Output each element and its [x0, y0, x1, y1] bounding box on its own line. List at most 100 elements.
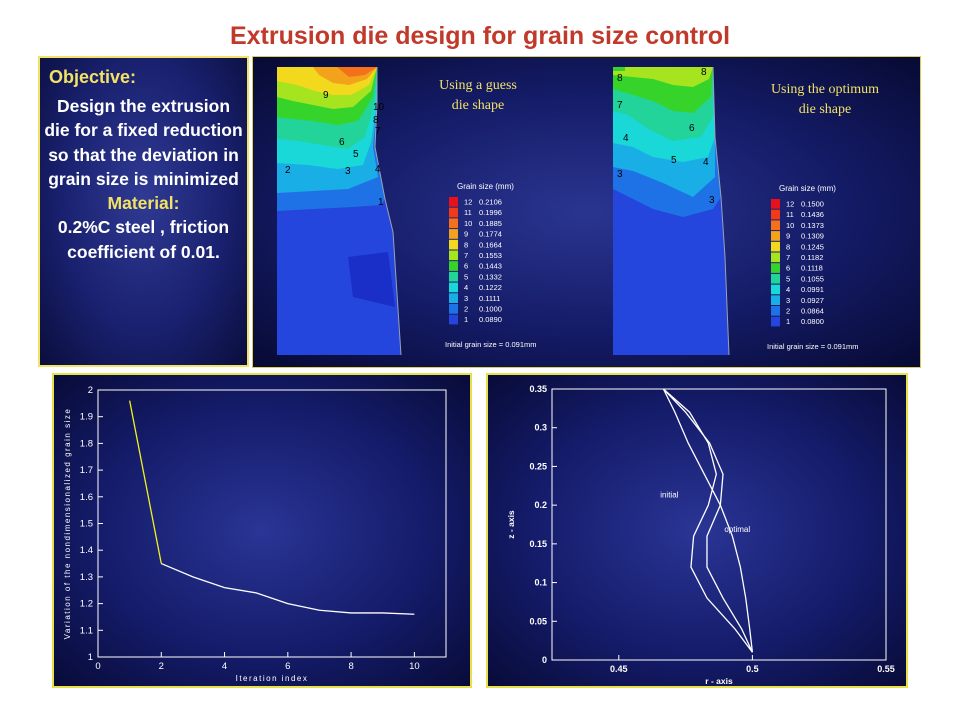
- y-tick-label: 0.1: [534, 578, 547, 588]
- legend-value: 0.1774: [479, 230, 502, 239]
- legend-level: 9: [786, 232, 790, 241]
- y-tick-label: 1.5: [80, 519, 93, 530]
- page-title: Extrusion die design for grain size cont…: [229, 22, 731, 50]
- legend-level: 8: [464, 240, 468, 249]
- material-heading: Material:: [107, 193, 180, 214]
- legend-level: 12: [786, 200, 794, 209]
- guess-label: 2: [285, 165, 291, 176]
- legend-value: 0.1245: [801, 242, 824, 251]
- legend-value: 0.1553: [479, 251, 502, 260]
- legend-level: 7: [786, 253, 790, 262]
- guess-caption-2: die shape: [452, 98, 504, 113]
- legend-level: 10: [464, 219, 472, 228]
- legend-swatch: [449, 293, 458, 303]
- grain-variation-chart-panel: 0 2 4 6 8 10 1 1.1 1.2 1.3 1.4 1.5 1.6 1.7 1.8 1.9 2 Iter…: [52, 373, 472, 688]
- legend-value: 0.0991: [801, 285, 824, 294]
- series-line: [662, 388, 753, 653]
- optimum-region-7: [613, 67, 713, 87]
- guess-label: 3: [345, 166, 351, 177]
- die-profile-chart-panel: 0.45 0.5 0.55 0 0.05 0.1 0.15 0.2 0.25 0.3 0.35 r -…: [486, 373, 908, 688]
- objective-text: Design the extrusion die for a fixed red…: [44, 96, 243, 189]
- legend-level: 11: [786, 210, 794, 219]
- legend-swatch: [449, 261, 458, 271]
- optimum-label: 4: [623, 133, 629, 144]
- legend-level: 11: [464, 208, 472, 217]
- legend-level: 9: [464, 230, 468, 239]
- guess-label: 9: [323, 90, 329, 101]
- legend-level: 6: [464, 262, 468, 271]
- optimum-field-labels: 8 8 7 6 4 5 4 3 3: [617, 67, 715, 206]
- optimum-region-8: [613, 67, 625, 71]
- legend-swatch: [449, 282, 458, 293]
- legend-value: 0.1443: [479, 262, 502, 271]
- guess-die-boundary: [374, 67, 402, 356]
- legend-value: 0.1000: [479, 305, 502, 314]
- legend-swatch: [449, 218, 458, 229]
- legend-title: Grain size (mm): [457, 182, 514, 191]
- annotation-optimal: optimal: [724, 525, 750, 534]
- legend-level: 1: [786, 317, 790, 326]
- legend-swatch: [771, 231, 780, 241]
- legend-initial-note: Initial grain size = 0.091mm: [767, 342, 859, 351]
- legend-swatch: [449, 250, 458, 261]
- contour-panel: 9 10 8 7 6 5 4 3 2 1 Using a guess die s…: [252, 56, 921, 368]
- optimum-label: 3: [709, 195, 715, 206]
- x-axis-label: r - axis: [705, 676, 733, 686]
- legend-swatch: [771, 273, 780, 284]
- guess-label: 6: [339, 137, 345, 148]
- x-tick-label: 0.5: [746, 664, 759, 674]
- series-line: [161, 562, 415, 615]
- legend-swatch: [771, 252, 780, 263]
- contour-svg: 9 10 8 7 6 5 4 3 2 1 Using a guess die s…: [277, 66, 879, 356]
- legend-level: 10: [786, 221, 794, 230]
- legend-swatch: [771, 263, 780, 273]
- legend-value: 0.1222: [479, 283, 502, 292]
- legend-level: 4: [786, 285, 790, 294]
- legend-level: 5: [464, 272, 468, 281]
- legend-title: Grain size (mm): [779, 184, 836, 193]
- guess-field-labels: 9 10 8 7 6 5 4 3 2 1: [285, 90, 385, 208]
- series-line: [128, 400, 162, 564]
- plot-frame: [551, 388, 887, 661]
- y-tick-label: 1: [88, 652, 93, 663]
- y-tick-label: 1.6: [80, 492, 93, 503]
- optimum-label: 7: [617, 100, 623, 111]
- legend-value: 0.1182: [801, 253, 823, 262]
- legend-level: 1: [464, 315, 468, 324]
- legend-value: 0.2106: [479, 198, 502, 207]
- legend-swatch: [771, 316, 780, 327]
- legend-value: 0.0890: [479, 315, 502, 324]
- legend-value: 0.1996: [479, 208, 502, 217]
- guess-label: 7: [375, 126, 381, 137]
- guess-label: 4: [375, 164, 381, 175]
- y-axis-label: Variation of the nondimensionalized grai…: [63, 408, 72, 640]
- guess-label: 8: [373, 115, 379, 126]
- y-tick-label: 0.15: [529, 539, 547, 549]
- legend-swatch: [449, 239, 458, 250]
- y-tick-label: 1.9: [80, 412, 93, 423]
- x-tick-label: 4: [222, 661, 227, 672]
- legend-value: 0.1436: [801, 210, 824, 219]
- optimum-label: 4: [703, 157, 709, 168]
- legend-value: 0.0800: [801, 317, 824, 326]
- legend-level: 3: [786, 296, 790, 305]
- legend-level: 3: [464, 294, 468, 303]
- x-axis-label: Iteration index: [236, 674, 309, 683]
- legend-value: 0.0927: [801, 296, 824, 305]
- legend-value: 0.1332: [479, 272, 502, 281]
- optimum-caption-2: die shape: [799, 102, 851, 117]
- optimum-label: 8: [617, 73, 623, 84]
- legend-level: 4: [464, 283, 468, 292]
- y-tick-label: 1.2: [80, 599, 93, 610]
- guess-contour-field: [277, 67, 402, 356]
- legend-swatch: [449, 304, 458, 314]
- y-tick-label: 0: [542, 655, 547, 665]
- x-tick-label: 8: [348, 661, 353, 672]
- legend-swatch: [771, 284, 780, 295]
- y-axis-label: z - axis: [506, 510, 516, 539]
- legend-value: 0.1055: [801, 274, 824, 283]
- legend-swatch: [771, 220, 780, 231]
- legend-value: 0.1664: [479, 240, 502, 249]
- legend-level: 6: [786, 264, 790, 273]
- y-tick-label: 1.3: [80, 572, 93, 583]
